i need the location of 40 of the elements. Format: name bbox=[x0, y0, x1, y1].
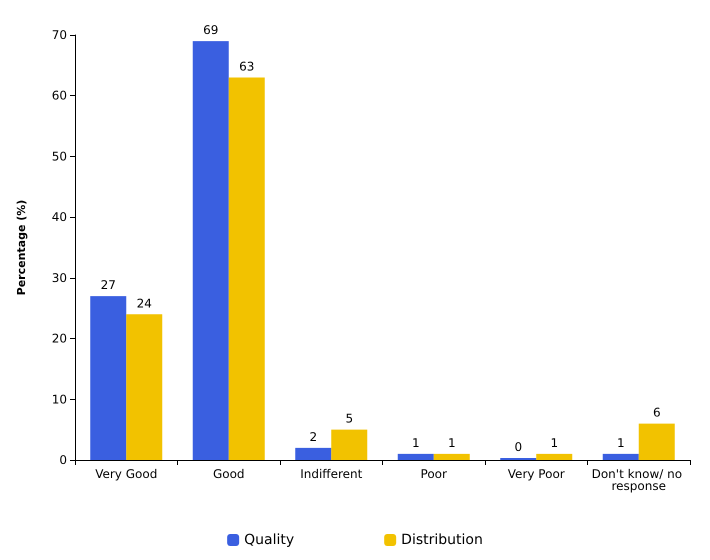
bar bbox=[434, 454, 470, 460]
y-tick-label: 60 bbox=[52, 88, 67, 103]
y-tick-label: 40 bbox=[52, 210, 67, 224]
data-label: 0 bbox=[514, 440, 522, 454]
x-tick-label: Don't know/ no response bbox=[592, 467, 686, 493]
bar bbox=[228, 78, 265, 460]
x-tick-label: Very Good bbox=[95, 467, 158, 481]
y-axis-title: Percentage (%) bbox=[15, 200, 28, 296]
data-label: 1 bbox=[448, 436, 456, 450]
legend-label: Quality bbox=[244, 532, 294, 548]
x-tick-label: Indifferent bbox=[300, 467, 363, 481]
y-tick-label: 30 bbox=[52, 270, 67, 285]
data-label: 24 bbox=[136, 296, 152, 310]
data-label: 1 bbox=[616, 436, 625, 450]
data-label: 2 bbox=[309, 430, 318, 444]
data-label: 6 bbox=[652, 406, 661, 420]
bar bbox=[536, 454, 572, 460]
y-tick-label: 70 bbox=[52, 28, 67, 42]
y-tick-label: 20 bbox=[52, 332, 67, 346]
data-label: 63 bbox=[239, 60, 254, 74]
bar bbox=[398, 454, 434, 460]
x-tick-label: Poor bbox=[420, 467, 448, 481]
y-tick-label: 0 bbox=[59, 453, 67, 467]
bar bbox=[90, 296, 126, 460]
bar bbox=[192, 41, 229, 460]
data-label: 69 bbox=[203, 23, 218, 38]
bar bbox=[331, 430, 368, 460]
y-tick-label: 10 bbox=[52, 392, 67, 406]
x-tick-label: Good bbox=[212, 467, 245, 481]
bar bbox=[295, 448, 332, 460]
bar bbox=[602, 454, 639, 460]
data-label: 1 bbox=[550, 436, 558, 450]
bar bbox=[638, 424, 675, 460]
y-tick-label: 50 bbox=[52, 149, 67, 164]
legend-label: Distribution bbox=[401, 532, 483, 548]
data-label: 5 bbox=[345, 412, 354, 426]
data-label: 27 bbox=[100, 278, 116, 292]
x-tick-label: Very Poor bbox=[508, 467, 565, 481]
bar bbox=[126, 314, 162, 460]
data-label: 1 bbox=[412, 436, 420, 450]
